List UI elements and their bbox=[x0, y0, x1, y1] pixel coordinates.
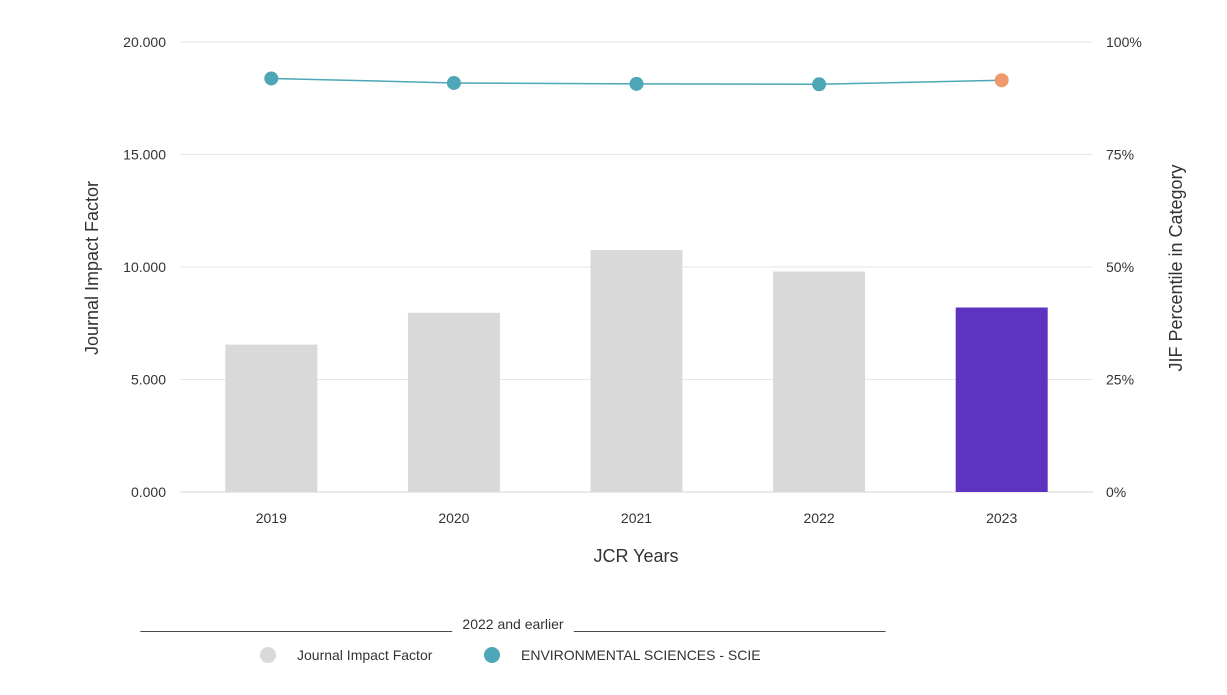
left-tick-label: 5.000 bbox=[131, 372, 166, 388]
percentile-point-2023[interactable] bbox=[994, 73, 1009, 88]
left-tick-label: 0.000 bbox=[131, 484, 166, 500]
bar-2021[interactable] bbox=[590, 250, 683, 492]
x-tick-label: 2022 bbox=[804, 510, 835, 526]
legend-swatch-category[interactable] bbox=[484, 647, 500, 663]
left-axis-title: Journal Impact Factor bbox=[82, 181, 102, 355]
percentile-point-2021[interactable] bbox=[629, 76, 644, 91]
right-tick-label: 75% bbox=[1106, 147, 1134, 163]
x-tick-label: 2020 bbox=[438, 510, 469, 526]
legend-header-text: 2022 and earlier bbox=[462, 616, 564, 632]
left-tick-label: 15.000 bbox=[123, 147, 166, 163]
left-axis-ticks: 0.000 5.000 10.000 15.000 20.000 bbox=[123, 34, 166, 500]
percentile-points bbox=[264, 71, 1009, 92]
right-tick-label: 100% bbox=[1106, 34, 1142, 50]
bar-2019[interactable] bbox=[225, 344, 318, 492]
legend-swatch-jif[interactable] bbox=[260, 647, 276, 663]
right-axis-title: JIF Percentile in Category bbox=[1166, 164, 1186, 371]
right-tick-label: 0% bbox=[1106, 484, 1126, 500]
legend: ________________________________________… bbox=[140, 616, 886, 663]
right-tick-label: 50% bbox=[1106, 259, 1134, 275]
x-tick-label: 2023 bbox=[986, 510, 1017, 526]
legend-label-jif[interactable]: Journal Impact Factor bbox=[297, 647, 433, 663]
x-tick-label: 2021 bbox=[621, 510, 652, 526]
legend-label-category[interactable]: ENVIRONMENTAL SCIENCES - SCIE bbox=[521, 647, 761, 663]
bar-2023[interactable] bbox=[955, 307, 1048, 493]
left-tick-label: 20.000 bbox=[123, 34, 166, 50]
legend-header-rule-left: ________________________________________ bbox=[140, 616, 453, 632]
right-axis-ticks: 0% 25% 50% 75% 100% bbox=[1106, 34, 1142, 500]
bars bbox=[225, 250, 1048, 493]
x-axis-ticks: 2019 2020 2021 2022 2023 bbox=[256, 510, 1018, 526]
x-axis-title: JCR Years bbox=[593, 546, 678, 566]
bar-2020[interactable] bbox=[407, 312, 500, 492]
x-tick-label: 2019 bbox=[256, 510, 287, 526]
left-tick-label: 10.000 bbox=[123, 259, 166, 275]
legend-header-rule-right: ________________________________________ bbox=[573, 616, 886, 632]
percentile-point-2022[interactable] bbox=[812, 77, 827, 92]
bar-2022[interactable] bbox=[773, 271, 866, 493]
percentile-point-2020[interactable] bbox=[446, 75, 461, 90]
right-tick-label: 25% bbox=[1106, 372, 1134, 388]
percentile-point-2019[interactable] bbox=[264, 71, 279, 86]
